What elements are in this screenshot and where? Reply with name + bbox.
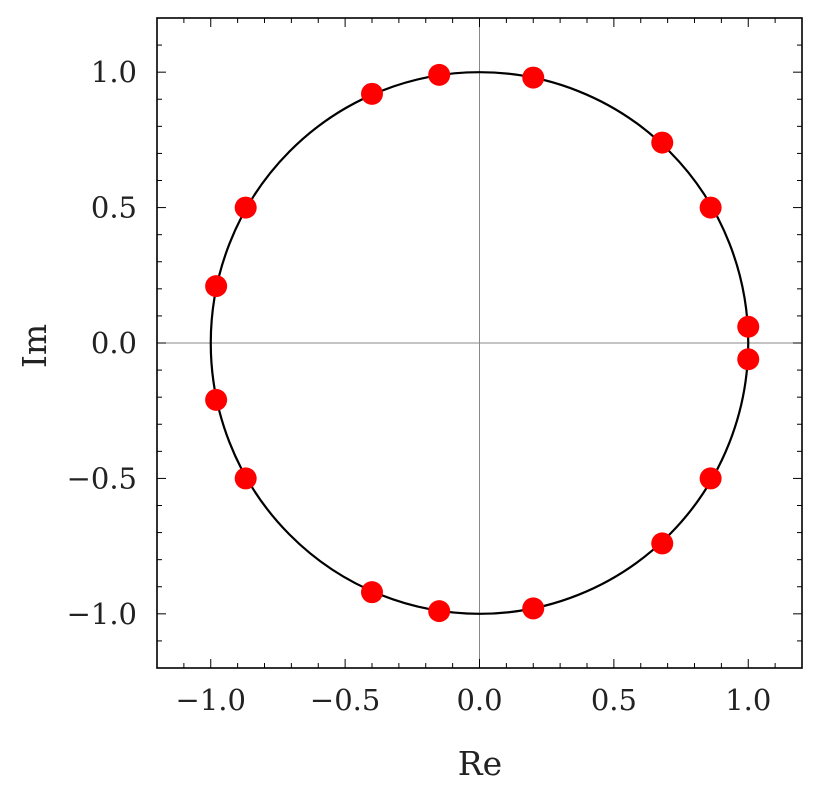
y-tick-label: −1.0	[67, 597, 137, 631]
data-point	[428, 63, 451, 86]
y-tick-label: −0.5	[67, 461, 137, 495]
x-axis-title: Re	[458, 744, 502, 783]
tick-marks-group	[156, 17, 803, 669]
data-point	[234, 467, 257, 490]
x-tick-label: 0.5	[591, 683, 637, 717]
data-point	[361, 82, 383, 105]
data-point	[428, 600, 451, 623]
data-point	[205, 388, 228, 411]
data-point	[205, 275, 228, 298]
y-axis-title: Im	[15, 324, 54, 368]
data-point	[651, 131, 674, 154]
x-tick-label: −1.0	[176, 683, 246, 717]
x-tick-label: 0.0	[456, 683, 502, 717]
tick-labels-group: −1.0 −0.5 0.0 0.5 1.0 −1.0 −0.5 0.0 0.5 1.0	[67, 55, 772, 717]
data-point	[522, 66, 545, 89]
data-point	[737, 348, 760, 371]
x-tick-label: 1.0	[725, 683, 771, 717]
data-points-group	[205, 63, 760, 623]
data-point	[737, 315, 760, 338]
data-point	[651, 532, 674, 555]
data-point	[699, 467, 722, 490]
unit-circle	[209, 71, 750, 615]
data-point	[522, 597, 545, 620]
plot-frame-group	[156, 17, 803, 669]
y-tick-label: 1.0	[91, 55, 137, 89]
reference-curve-group	[209, 71, 750, 615]
data-point	[699, 196, 722, 219]
x-tick-label: −0.5	[310, 683, 380, 717]
data-point	[234, 196, 257, 219]
y-tick-label: 0.0	[91, 326, 137, 360]
y-tick-label: 0.5	[91, 191, 137, 225]
data-point	[361, 581, 383, 604]
